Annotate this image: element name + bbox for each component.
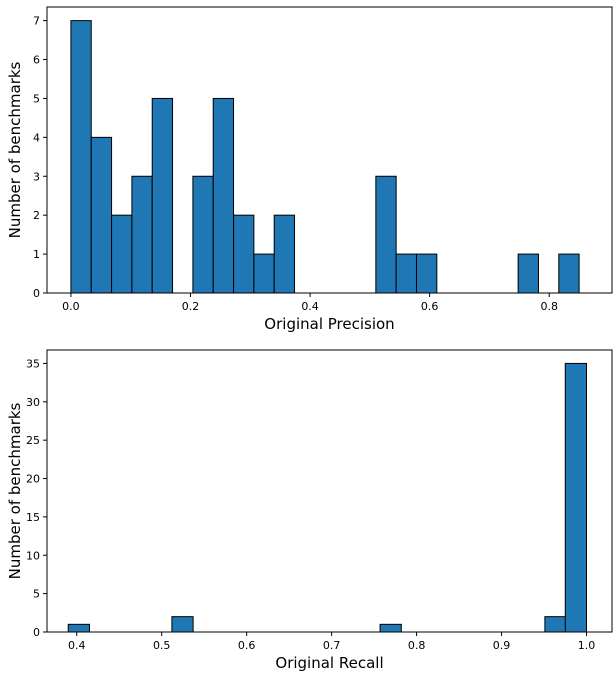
recall-y-tick-label: 15 — [26, 511, 40, 524]
precision-bar-0 — [70, 20, 92, 294]
recall-y-tick-label: 25 — [26, 434, 40, 447]
precision-y-tick-label: 3 — [33, 170, 40, 183]
recall-histogram: 0.4 0.5 0.6 0.7 0.8 0.9 1.0 0 5 10 15 20 25 30 35 Ori… — [6, 349, 613, 672]
precision-x-tick-label: 0.6 — [421, 300, 439, 313]
recall-bar-3 — [544, 616, 567, 633]
recall-bar-4 — [564, 362, 588, 633]
precision-y-tick-label: 0 — [33, 287, 40, 300]
precision-x-axis-title: Original Precision — [264, 315, 394, 333]
recall-x-tick-label: 0.6 — [238, 639, 256, 652]
recall-x-tick-label: 0.7 — [323, 639, 341, 652]
recall-x-tick-label: 0.8 — [408, 639, 426, 652]
recall-x-tick-label: 1.0 — [578, 639, 596, 652]
recall-y-tick-label: 10 — [26, 549, 40, 562]
recall-x-tick-label: 0.4 — [68, 639, 86, 652]
precision-bar-5 — [192, 175, 214, 294]
precision-plot-frame — [46, 6, 613, 294]
recall-bar-1 — [171, 616, 194, 633]
precision-y-tick-label: 6 — [33, 54, 40, 67]
recall-plot-frame — [46, 349, 613, 633]
precision-y-axis-title: Number of benchmarks — [6, 61, 24, 238]
recall-y-tick-label: 5 — [33, 588, 40, 601]
precision-bar-8 — [253, 253, 275, 294]
precision-bar-3 — [131, 175, 153, 294]
precision-x-tick-label: 0.0 — [62, 300, 80, 313]
recall-x-tick-label: 0.5 — [153, 639, 171, 652]
precision-y-tick-label: 4 — [33, 131, 40, 144]
precision-bar-12 — [415, 253, 438, 294]
precision-y-tick-label: 5 — [33, 92, 40, 105]
recall-bar-2 — [379, 623, 402, 633]
recall-y-tick-label: 30 — [26, 396, 40, 409]
precision-x-tick-label: 0.8 — [540, 300, 558, 313]
precision-histogram: 0.0 0.2 0.4 0.6 0.8 0 1 2 3 4 5 6 7 Original Precis… — [6, 6, 613, 333]
precision-bar-10 — [375, 175, 397, 294]
precision-bar-1 — [90, 136, 113, 294]
recall-x-axis-title: Original Recall — [275, 654, 383, 672]
precision-y-tick-label: 1 — [33, 248, 40, 261]
precision-bar-7 — [233, 214, 255, 294]
precision-bar-6 — [212, 97, 235, 294]
precision-bar-11 — [395, 253, 417, 294]
precision-y-tick-label: 7 — [33, 15, 40, 28]
precision-y-tick-label: 2 — [33, 209, 40, 222]
recall-y-tick-label: 0 — [33, 626, 40, 639]
recall-y-tick-label: 35 — [26, 357, 40, 370]
precision-x-tick-label: 0.2 — [182, 300, 200, 313]
recall-y-axis-title: Number of benchmarks — [6, 402, 24, 579]
precision-bar-2 — [111, 214, 133, 294]
precision-bar-14 — [558, 253, 580, 294]
precision-bar-4 — [151, 97, 174, 294]
precision-bar-9 — [273, 214, 296, 294]
recall-x-tick-label: 0.9 — [493, 639, 511, 652]
recall-bar-0 — [67, 623, 90, 633]
precision-bar-13 — [517, 253, 539, 294]
precision-x-tick-label: 0.4 — [301, 300, 319, 313]
recall-y-tick-label: 20 — [26, 473, 40, 486]
